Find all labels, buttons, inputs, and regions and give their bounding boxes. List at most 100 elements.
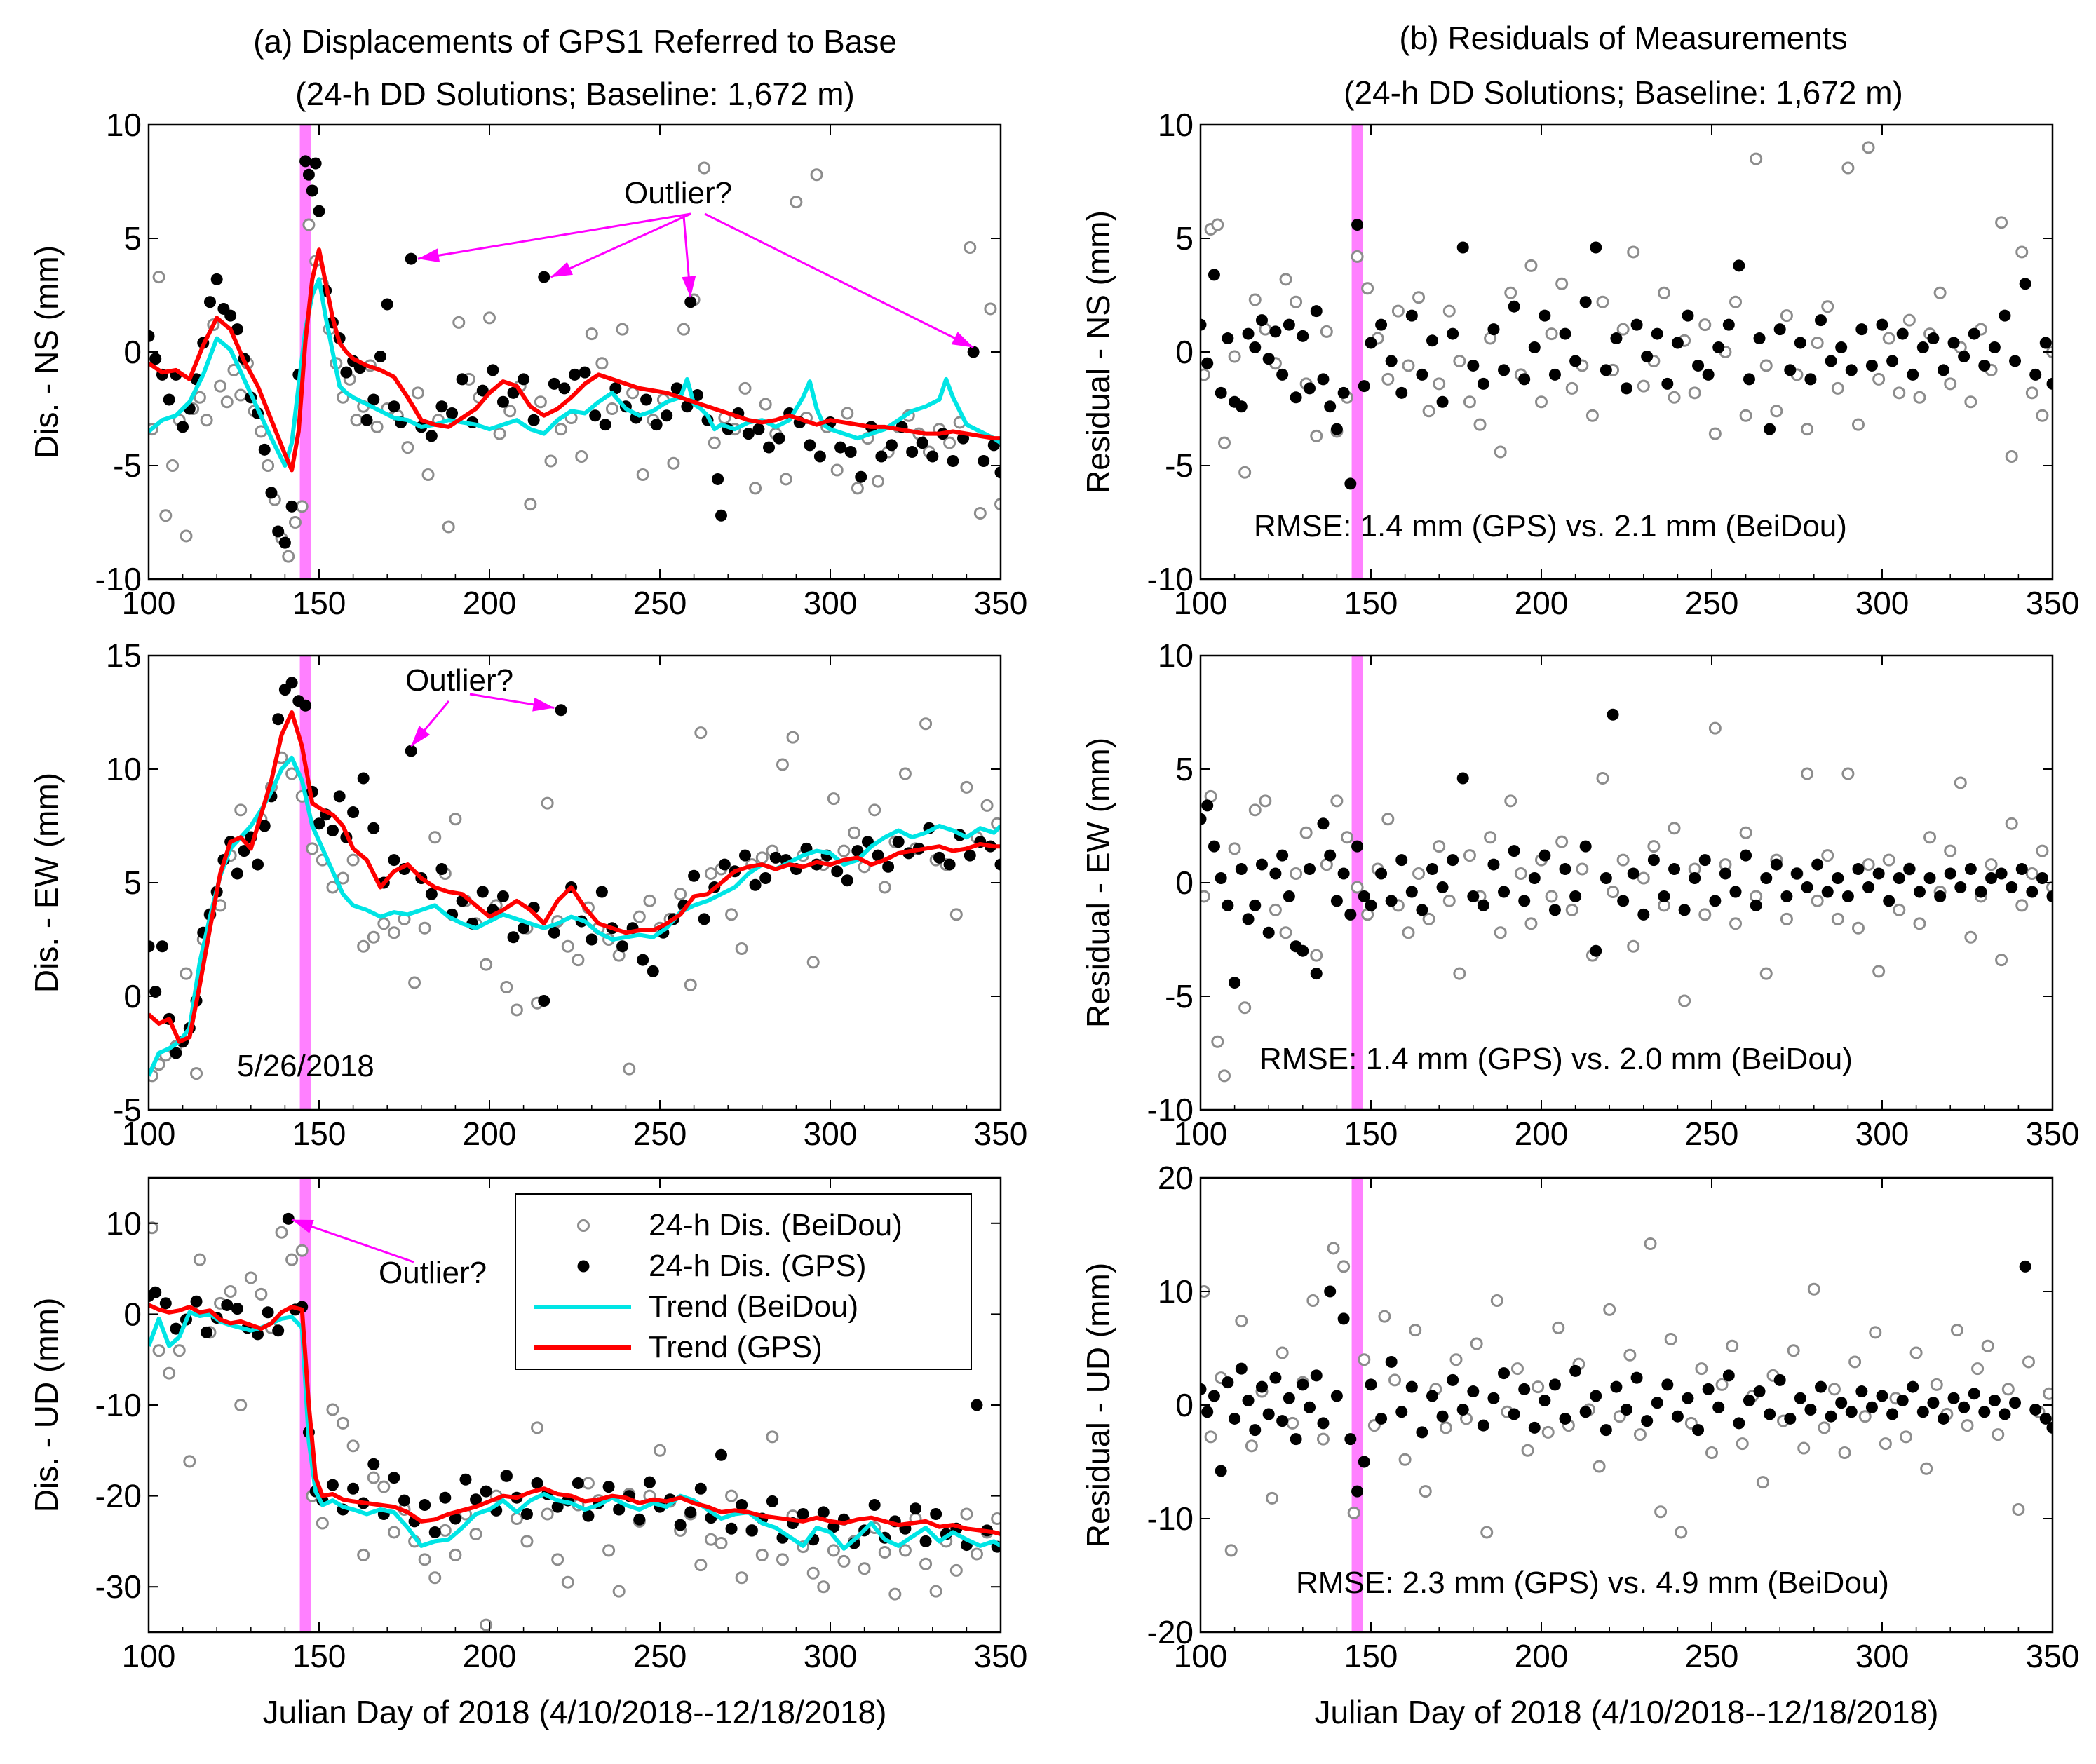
gps-point xyxy=(1351,1485,1364,1498)
gps-point xyxy=(1999,1408,2011,1420)
beidou-point xyxy=(1950,1324,1963,1337)
gps-point xyxy=(1907,1380,1919,1393)
gps-point xyxy=(1678,904,1691,916)
beidou-point xyxy=(1811,337,1824,350)
beidou-point xyxy=(616,323,629,336)
series-gps-points xyxy=(149,677,1001,1059)
beidou-point xyxy=(183,1455,196,1468)
gps-point xyxy=(1528,872,1541,885)
gps-point xyxy=(1290,1433,1302,1446)
gps-point xyxy=(1201,1406,1214,1418)
beidou-point xyxy=(1228,842,1241,855)
gps-point xyxy=(1944,867,1956,880)
y-tick-label: -5 xyxy=(1165,978,1194,1015)
gps-point xyxy=(306,184,318,197)
gps-point xyxy=(1903,863,1916,876)
gps-point xyxy=(1883,895,1895,907)
beidou-point xyxy=(1821,300,1834,313)
x-tick-label: 100 xyxy=(1174,1115,1228,1152)
beidou-point xyxy=(994,498,1001,511)
gps-point xyxy=(1999,309,2011,322)
beidou-point xyxy=(929,1585,942,1598)
y-tick-label: 5 xyxy=(1175,220,1194,257)
beidou-point xyxy=(449,1548,462,1561)
beidou-point xyxy=(152,1344,165,1357)
beidou-point xyxy=(163,1366,176,1380)
beidou-point xyxy=(1585,409,1599,422)
beidou-point xyxy=(1675,1526,1688,1539)
gps-point xyxy=(1740,849,1752,862)
beidou-point xyxy=(1811,894,1824,907)
gps-point xyxy=(1712,341,1725,354)
beidou-point xyxy=(159,509,173,522)
beidou-point xyxy=(302,218,316,231)
y-tick-label: 10 xyxy=(106,107,142,143)
gps-point xyxy=(1276,368,1289,381)
beidou-point xyxy=(694,726,708,740)
gps-point xyxy=(367,822,380,834)
gps-point xyxy=(1518,1383,1531,1395)
gps-point xyxy=(1630,318,1643,331)
gps-point xyxy=(1456,241,1469,254)
gps-point xyxy=(302,168,315,181)
x-tick-label: 200 xyxy=(1515,585,1569,621)
gps-point xyxy=(1337,867,1350,880)
gps-point xyxy=(1927,1397,1940,1409)
beidou-point xyxy=(1381,813,1395,826)
gps-point xyxy=(388,1472,400,1484)
y-tick-label: 5 xyxy=(123,864,142,901)
trend-beidou-line xyxy=(149,277,1001,468)
beidou-point xyxy=(779,473,792,486)
y-tick-label: 0 xyxy=(123,334,142,370)
series-gps-points xyxy=(1201,1260,2053,1498)
beidou-point xyxy=(725,908,738,921)
gps-point xyxy=(170,1047,182,1059)
beidou-point xyxy=(837,1554,851,1568)
beidou-point xyxy=(749,482,762,495)
beidou-point xyxy=(2015,245,2029,259)
gps-point xyxy=(1886,355,1899,367)
gps-point xyxy=(1242,913,1255,925)
beidou-point xyxy=(612,1585,626,1598)
beidou-point xyxy=(704,1533,717,1546)
gps-point xyxy=(282,1212,295,1225)
gps-point xyxy=(2015,863,2028,876)
beidou-point xyxy=(337,1416,350,1430)
beidou-point xyxy=(1442,894,1456,907)
beidou-point xyxy=(1510,1362,1524,1376)
beidou-point xyxy=(602,1544,616,1557)
gps-point xyxy=(313,205,325,217)
beidou-point xyxy=(377,1480,391,1493)
beidou-point xyxy=(943,436,956,449)
x-axis-label: Julian Day of 2018 (4/10/2018--12/18/201… xyxy=(263,1694,887,1730)
beidou-point xyxy=(510,1512,523,1525)
gps-point xyxy=(688,869,701,882)
beidou-point xyxy=(1419,1485,1432,1498)
beidou-point xyxy=(1218,436,1231,449)
beidou-point xyxy=(1378,1310,1391,1323)
legend-label-trend-beidou: Trend (BeiDou) xyxy=(649,1289,858,1324)
gps-point xyxy=(1548,1378,1561,1391)
beidou-point xyxy=(1627,939,1640,953)
beidou-point xyxy=(1259,794,1272,808)
y-tick-label: 5 xyxy=(123,220,142,257)
beidou-point xyxy=(561,1575,574,1589)
gps-point xyxy=(1283,890,1295,902)
beidou-point xyxy=(2025,867,2038,881)
beidou-point xyxy=(1358,1353,1371,1366)
gps-point xyxy=(1518,895,1531,907)
beidou-point xyxy=(214,379,227,393)
gps-point xyxy=(2046,890,2053,902)
annotation-outlier-ud: Outlier? xyxy=(379,1256,487,1290)
beidou-point xyxy=(2005,450,2018,463)
series-gps-points xyxy=(1201,708,2053,989)
gps-point xyxy=(1222,332,1234,345)
gps-point xyxy=(712,473,724,485)
beidou-point xyxy=(980,799,994,812)
gps-point xyxy=(1579,1406,1592,1418)
beidou-point xyxy=(1759,359,1773,372)
annotation-outlier-ew: Outlier? xyxy=(405,663,513,698)
gps-point xyxy=(1600,872,1612,885)
beidou-point xyxy=(1851,921,1865,935)
beidou-point xyxy=(1306,1294,1320,1307)
